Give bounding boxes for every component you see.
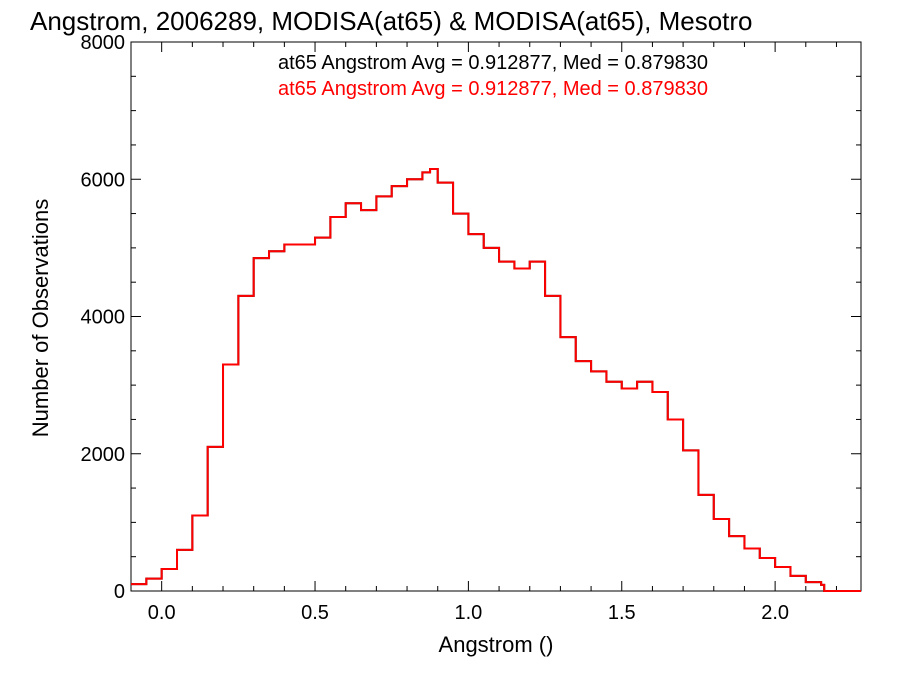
x-axis-ticks: 0.0 0.5 1.0 1.5 2.0	[130, 42, 837, 624]
x-tick-label: 1.5	[608, 602, 636, 624]
y-tick-label: 6000	[81, 169, 126, 191]
y-tick-label: 0	[114, 581, 125, 603]
series-line-1	[131, 167, 861, 592]
x-tick-label: 0.0	[148, 602, 176, 624]
legend: at65 Angstrom Avg = 0.912877, Med = 0.87…	[278, 52, 708, 100]
plot-frame	[130, 41, 862, 592]
y-tick-label: 8000	[81, 32, 126, 54]
x-tick-label: 1.0	[454, 602, 482, 624]
y-tick-label: 4000	[81, 307, 126, 329]
chart-title: Angstrom, 2006289, MODISA(at65) & MODISA…	[30, 6, 753, 36]
y-axis-label: Number of Observations	[28, 199, 53, 437]
legend-entry-0: at65 Angstrom Avg = 0.912877, Med = 0.87…	[278, 52, 708, 74]
series-line-0	[131, 167, 861, 592]
x-axis-label: Angstrom ()	[439, 632, 554, 657]
x-tick-label: 0.5	[301, 602, 329, 624]
legend-entry-1: at65 Angstrom Avg = 0.912877, Med = 0.87…	[278, 78, 708, 100]
plot-border	[130, 41, 862, 592]
x-tick-label: 2.0	[761, 602, 789, 624]
y-tick-label: 2000	[81, 444, 126, 466]
series-layer	[131, 167, 861, 592]
y-axis-ticks: 0 2000 4000 6000 8000	[81, 32, 861, 603]
